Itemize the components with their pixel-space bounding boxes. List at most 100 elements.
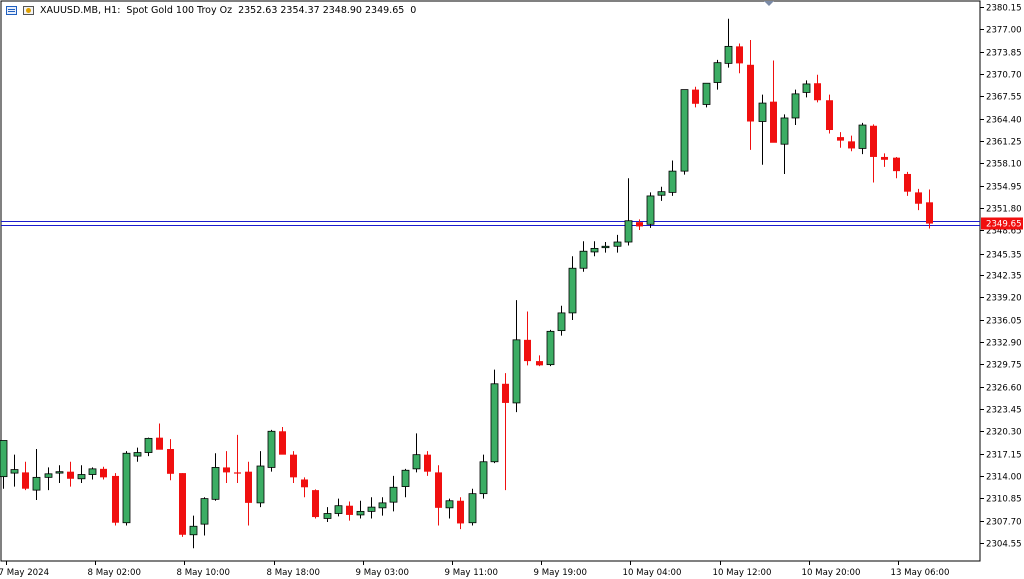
candle-body[interactable] (179, 473, 186, 535)
y-tick-label: 2351.80 (986, 205, 1022, 215)
candle-body[interactable] (301, 479, 308, 488)
candle-body[interactable] (713, 62, 722, 83)
candle-body[interactable] (926, 202, 933, 224)
candle-body[interactable] (44, 473, 53, 478)
candle-body[interactable] (67, 471, 74, 479)
candle-body[interactable] (624, 220, 633, 243)
candle-body[interactable] (512, 339, 521, 404)
candle-body[interactable] (524, 339, 531, 362)
current-price-label-bg (981, 217, 1023, 230)
candle-body[interactable] (579, 250, 588, 269)
candle-body[interactable] (636, 222, 643, 227)
candle-body[interactable] (802, 83, 811, 93)
candle-body[interactable] (590, 247, 599, 253)
candle-body[interactable] (780, 117, 789, 145)
candle-body[interactable] (323, 513, 332, 519)
y-tick-label: 2336.05 (986, 317, 1022, 327)
candle-body[interactable] (0, 440, 8, 478)
candle-body[interactable] (736, 46, 743, 64)
candle-body[interactable] (502, 383, 509, 403)
candle-body[interactable] (88, 468, 97, 475)
candle-body[interactable] (144, 437, 153, 453)
candle-body[interactable] (814, 83, 821, 101)
candle-body[interactable] (77, 474, 86, 480)
candle-body[interactable] (223, 467, 230, 473)
candle-body[interactable] (837, 137, 844, 141)
candle-body[interactable] (356, 510, 365, 516)
y-tick-label: 2323.45 (986, 406, 1022, 416)
candle-body[interactable] (668, 170, 677, 193)
candle-body[interactable] (915, 192, 922, 204)
y-tick-label: 2304.55 (986, 540, 1022, 550)
candle-body[interactable] (680, 89, 689, 172)
candle-body[interactable] (692, 89, 699, 104)
candle-body[interactable] (770, 101, 777, 143)
candle-body[interactable] (267, 430, 276, 468)
candle-body[interactable] (401, 469, 410, 487)
y-tick-label: 2377.00 (986, 26, 1022, 36)
candle-body[interactable] (290, 454, 297, 478)
candle-body[interactable] (601, 245, 610, 249)
candle-body[interactable] (445, 500, 454, 509)
candle-body[interactable] (870, 125, 877, 157)
chart-shift-marker[interactable] (764, 1, 774, 6)
volume-value: 0 (410, 4, 417, 16)
y-tick-label: 2380.15 (986, 4, 1022, 14)
candle-body[interactable] (557, 312, 566, 332)
candle-body[interactable] (32, 476, 41, 491)
candle-body[interactable] (234, 472, 241, 474)
candle-body[interactable] (435, 472, 442, 508)
candle-body[interactable] (156, 437, 163, 450)
candle-body[interactable] (256, 465, 265, 504)
candle-body[interactable] (657, 191, 666, 196)
candle-body[interactable] (167, 449, 174, 474)
candle-body[interactable] (412, 454, 421, 470)
candle-body[interactable] (893, 157, 900, 172)
candle-body[interactable] (826, 100, 833, 131)
candle-body[interactable] (702, 82, 711, 105)
candle-body[interactable] (112, 475, 119, 523)
candle-body[interactable] (200, 498, 209, 525)
candle-body[interactable] (389, 486, 398, 503)
y-tick-label: 2339.20 (986, 294, 1022, 304)
candle-body[interactable] (457, 500, 464, 524)
x-tick-label: 8 May 10:00 (177, 568, 230, 578)
candle-body[interactable] (546, 330, 555, 366)
candle-body[interactable] (724, 45, 733, 64)
candle-body[interactable] (100, 468, 107, 478)
candle-body[interactable] (245, 471, 252, 503)
candle-body[interactable] (747, 64, 754, 122)
candle-body[interactable] (858, 124, 867, 149)
candle-body[interactable] (479, 461, 488, 495)
candle-body[interactable] (312, 490, 319, 518)
candle-body[interactable] (10, 469, 19, 474)
candle-body[interactable] (22, 472, 29, 489)
candle-body[interactable] (758, 102, 767, 122)
candle-body[interactable] (568, 267, 577, 314)
candle-body[interactable] (279, 431, 286, 455)
candle-body[interactable] (791, 93, 800, 119)
candle-body[interactable] (490, 383, 499, 463)
candle-body[interactable] (133, 452, 142, 457)
candle-body[interactable] (848, 141, 855, 149)
candle-body[interactable] (122, 452, 131, 524)
candle-body[interactable] (424, 454, 431, 472)
candle-body[interactable] (468, 493, 477, 524)
candle-body[interactable] (189, 525, 198, 536)
chart-menu-icon[interactable] (6, 5, 17, 15)
candle-body[interactable] (346, 505, 353, 515)
x-tick-label: 7 May 2024 (0, 568, 49, 578)
candle-body[interactable] (378, 502, 387, 509)
candle-body[interactable] (646, 195, 655, 225)
candle-body[interactable] (881, 156, 888, 160)
candle-body[interactable] (211, 467, 220, 500)
candle-body[interactable] (367, 506, 376, 512)
candle-body[interactable] (334, 505, 343, 514)
candle-body[interactable] (536, 361, 543, 366)
candle-body[interactable] (55, 471, 64, 474)
x-tick-label: 10 May 20:00 (802, 568, 861, 578)
candle-body[interactable] (613, 241, 622, 247)
candle-body[interactable] (904, 173, 911, 192)
